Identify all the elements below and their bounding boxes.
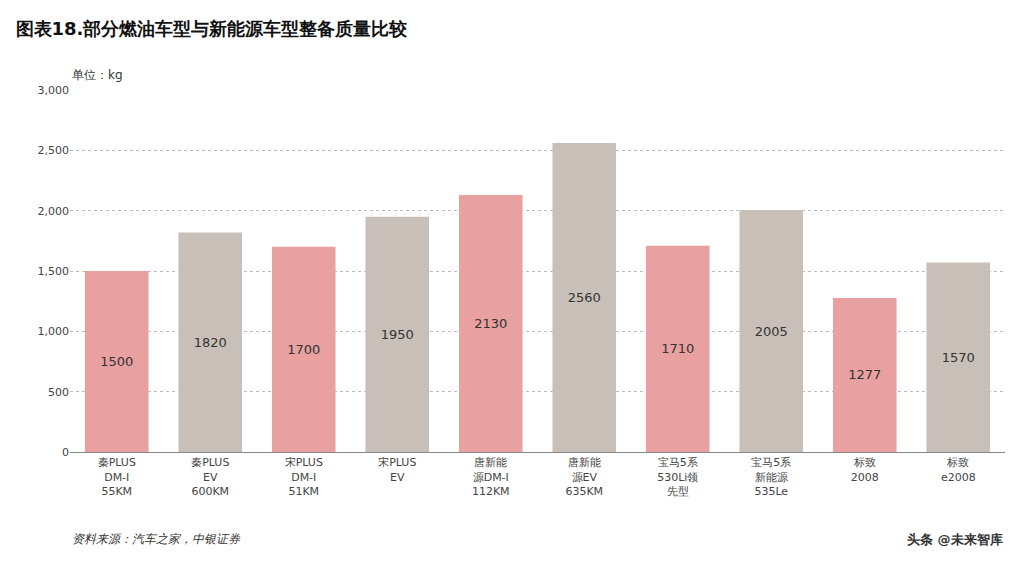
svg-text:宝马5系530Li领先型: 宝马5系530Li领先型	[657, 456, 698, 498]
svg-text:2,000: 2,000	[38, 205, 70, 218]
svg-text:1,000: 1,000	[38, 325, 70, 338]
svg-text:0: 0	[62, 446, 69, 459]
svg-text:1277: 1277	[848, 367, 881, 382]
svg-text:唐新能源DM-I112KM: 唐新能源DM-I112KM	[472, 456, 510, 498]
svg-text:1710: 1710	[661, 341, 694, 356]
svg-text:头条 @未来智库: 头条 @未来智库	[907, 532, 1003, 547]
svg-text:宋PLUSEV: 宋PLUSEV	[378, 456, 416, 483]
svg-text:1700: 1700	[287, 342, 320, 357]
svg-text:500: 500	[48, 386, 69, 399]
svg-text:2005: 2005	[755, 324, 788, 339]
svg-text:宋PLUSDM-I51KM: 宋PLUSDM-I51KM	[285, 456, 323, 498]
svg-text:唐新能源EV635KM: 唐新能源EV635KM	[565, 456, 603, 498]
svg-text:标致2008: 标致2008	[851, 456, 879, 483]
svg-text:图表18.部分燃油车型与新能源车型整备质量比较: 图表18.部分燃油车型与新能源车型整备质量比较	[16, 18, 409, 39]
svg-text:资料来源：汽车之家，中银证券: 资料来源：汽车之家，中银证券	[72, 532, 241, 546]
svg-text:1570: 1570	[942, 350, 975, 365]
svg-text:1820: 1820	[194, 335, 227, 350]
svg-text:单位：kg: 单位：kg	[72, 68, 123, 82]
svg-text:宝马5系新能源535Le: 宝马5系新能源535Le	[751, 456, 791, 498]
svg-text:2560: 2560	[568, 290, 601, 305]
svg-text:2,500: 2,500	[38, 144, 70, 157]
svg-text:1,500: 1,500	[38, 265, 70, 278]
svg-text:秦PLUSEV600KM: 秦PLUSEV600KM	[191, 456, 229, 498]
svg-text:2130: 2130	[474, 316, 507, 331]
svg-text:1950: 1950	[381, 327, 414, 342]
svg-text:1500: 1500	[100, 354, 133, 369]
svg-text:3,000: 3,000	[38, 84, 70, 97]
svg-text:秦PLUSDM-I55KM: 秦PLUSDM-I55KM	[98, 456, 136, 498]
svg-text:标致e2008: 标致e2008	[941, 456, 976, 483]
